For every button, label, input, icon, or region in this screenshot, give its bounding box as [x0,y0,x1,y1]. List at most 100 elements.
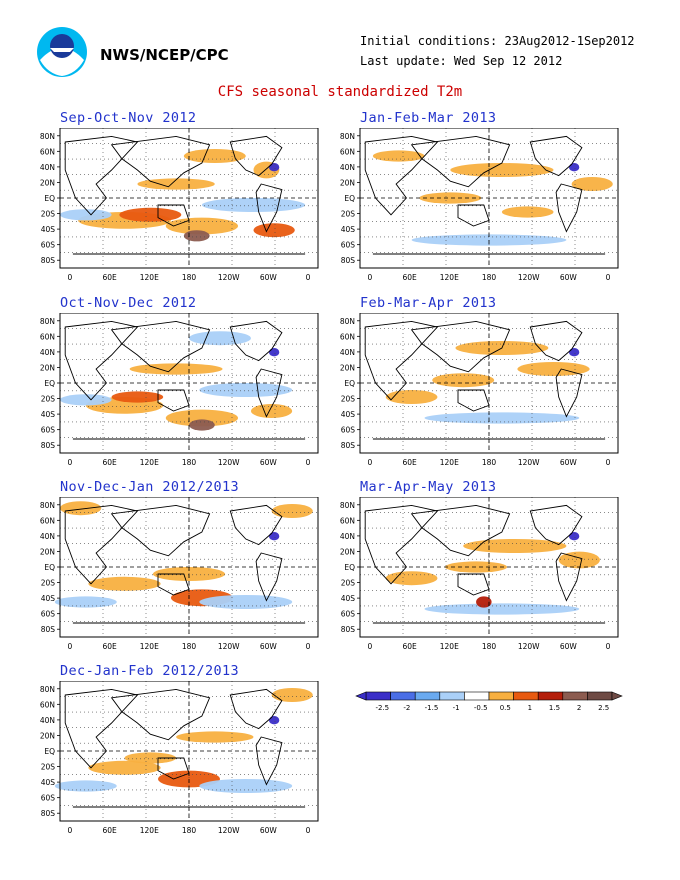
legend-swatch [562,691,588,701]
lon-label: 0 [68,273,73,282]
lat-label: 20S [41,763,56,772]
coastline [364,320,439,401]
coastline [157,573,190,596]
map-svg: 80N 60N 40N 20N EQ 20S 40S 60S 80S 0 60E 120E 180 120… [40,497,319,651]
anomaly-region [201,198,306,212]
lat-label: 80N [340,132,355,141]
lat-label: 40S [341,594,356,603]
lat-label: 40S [341,410,356,419]
page-title: CFS seasonal standardized T2m [217,84,463,100]
lon-label: 120W [218,273,240,282]
legend-swatch [439,691,465,701]
anomaly-region [385,571,438,586]
lat-label: 60S [341,241,356,250]
lat-label: 80N [40,685,55,694]
coastline [529,504,583,546]
lat-label: 60S [341,610,356,619]
anomaly-region [165,409,239,427]
lat-label: 80N [40,132,55,141]
coastline [555,183,583,233]
anomaly-region [54,596,117,608]
legend-label: -0.5 [474,704,488,712]
lat-label: 40S [41,225,56,234]
lat-label: 20S [41,395,56,404]
lon-label: 120E [440,642,459,651]
lat-label: EQ [44,747,55,756]
lon-label: 60W [260,642,278,651]
lat-label: 20N [340,547,355,556]
panel-title: Feb-Mar-Apr 2013 [360,295,497,311]
lon-label: 180 [182,642,197,651]
lon-label: 120E [140,273,159,282]
anomaly-region [268,163,280,172]
coastline [529,135,583,177]
panel-title: Mar-Apr-May 2013 [360,479,497,495]
lon-label: 120W [218,826,240,835]
coastline [157,757,190,780]
lat-label: 40N [40,532,55,541]
anomaly-region [124,752,177,764]
lat-label: 40N [40,716,55,725]
anomaly-region [385,390,438,404]
map-panel: Sep-Oct-Nov 2012 80N 60N 40N 20N EQ 20S 40S 60S 8… [24,110,326,284]
anomaly-region [450,163,554,177]
legend-swatch [488,691,514,701]
lat-label: 40N [340,163,355,172]
anomaly-region [271,688,313,702]
anomaly-region [199,383,293,397]
lon-label: 0 [68,826,73,835]
lat-label: 20S [41,210,56,219]
anomaly-region [189,419,215,431]
coastline [255,368,283,418]
legend-swatch [537,691,564,701]
lon-label: 60E [402,458,417,467]
lon-label: 60W [560,273,578,282]
lat-label: 60S [41,241,56,250]
anomaly-region [501,206,554,218]
coastline [110,320,211,373]
coastline [364,135,439,216]
anomaly-region [445,561,508,573]
anomaly-region [372,150,425,162]
lat-label: 80S [341,441,356,450]
lon-label: 0 [368,458,373,467]
lat-label: 80N [40,317,55,326]
lon-label: 0 [606,458,611,467]
noaa-logo-icon [37,27,87,77]
legend-label: -1 [453,704,460,712]
lat-label: 20S [341,210,356,219]
coastline [410,320,511,373]
lon-label: 60E [102,826,117,835]
lat-label: 60S [41,794,56,803]
legend-label: 1 [528,704,532,712]
lat-label: 60S [341,426,356,435]
coastline [64,688,139,769]
anomaly-region [199,595,293,609]
map-svg: 80N 60N 40N 20N EQ 20S 40S 60S 80S 0 60E 120E 180 120… [40,313,319,467]
org-name: NWS/NCEP/CPC [100,46,229,64]
lon-label: 180 [482,273,497,282]
legend-label: 0.5 [500,704,511,712]
coastline [64,504,139,585]
lat-label: 20N [340,178,355,187]
lon-label: 0 [306,642,311,651]
anomaly-region [253,223,295,238]
anomaly-region [199,779,293,793]
lat-label: 80S [41,625,56,634]
anomaly-region [183,230,210,242]
coastline [457,204,490,227]
anomaly-region [568,348,580,357]
coastline [110,135,211,188]
coastline [157,389,190,412]
anomaly-region [189,331,251,346]
lat-label: 40S [41,594,56,603]
legend-label: 1.5 [549,704,560,712]
panel-title: Dec-Jan-Feb 2012/2013 [60,663,240,679]
lat-label: EQ [344,194,355,203]
coastline [229,504,283,546]
lat-label: 40N [40,348,55,357]
anomaly-region [176,731,254,743]
lat-label: 40N [40,163,55,172]
lat-label: 40N [340,532,355,541]
lat-label: EQ [44,194,55,203]
